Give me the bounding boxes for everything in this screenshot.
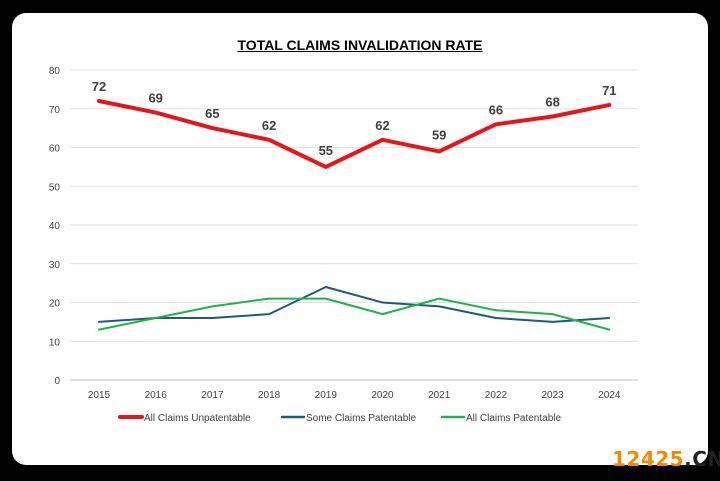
line-chart: 0 10 20 30 40 50 60 70 80 2015 2016 2017 2018 2019 202…: [49, 66, 638, 424]
y-tick-label-50: 50: [49, 182, 61, 193]
series-line-some-claims-patentable: [98, 286, 611, 323]
x-tick-label-2019: 2019: [315, 390, 338, 401]
data-label-all-claims-unpatentable-2023: 68: [545, 95, 559, 110]
x-tick-label-2016: 2016: [145, 390, 168, 401]
y-tick-label-80: 80: [49, 66, 61, 77]
watermark: 12425.CN: [612, 447, 720, 471]
y-tick-label-10: 10: [49, 337, 61, 348]
x-tick-label-2021: 2021: [428, 390, 451, 401]
legend-label-all-claims-patentable: All Claims Patentable: [466, 413, 561, 424]
data-label-all-claims-unpatentable-2016: 69: [148, 91, 162, 106]
chart-panel: TOTAL CLAIMS INVALIDATION RATE 0 10 20 30 40…: [12, 13, 708, 465]
x-tick-label-2017: 2017: [201, 390, 224, 401]
watermark-suffix: .CN: [684, 447, 720, 471]
x-tick-label-2023: 2023: [541, 390, 564, 401]
series-line-all-claims-unpatentable: [97, 99, 612, 169]
x-tick-label-2015: 2015: [88, 390, 111, 401]
series-line-all-claims-patentable: [98, 297, 611, 331]
legend-label-some-claims-patentable: Some Claims Patentable: [306, 413, 416, 424]
chart-title: TOTAL CLAIMS INVALIDATION RATE: [237, 37, 483, 53]
data-label-all-claims-unpatentable-2018: 62: [262, 118, 276, 133]
data-label-all-claims-unpatentable-2015: 72: [92, 79, 106, 94]
y-tick-label-20: 20: [49, 299, 61, 310]
x-tick-label-2020: 2020: [371, 390, 394, 401]
data-label-all-claims-unpatentable-2022: 66: [489, 102, 503, 117]
data-label-all-claims-unpatentable-2017: 65: [205, 106, 219, 121]
watermark-number: 12425: [612, 447, 685, 471]
y-tick-label-40: 40: [49, 221, 61, 232]
x-tick-label-2024: 2024: [598, 390, 621, 401]
x-tick-label-2018: 2018: [258, 390, 281, 401]
data-label-all-claims-unpatentable-2024: 71: [602, 83, 616, 98]
data-label-all-claims-unpatentable-2021: 59: [432, 127, 446, 142]
y-tick-label-30: 30: [49, 260, 61, 271]
data-label-all-claims-unpatentable-2019: 55: [319, 143, 333, 158]
x-tick-label-2022: 2022: [485, 390, 508, 401]
y-tick-label-60: 60: [49, 144, 61, 155]
y-tick-label-70: 70: [49, 105, 61, 116]
data-label-all-claims-unpatentable-2020: 62: [375, 118, 389, 133]
legend-label-all-claims-unpatentable: All Claims Unpatentable: [144, 413, 251, 424]
y-tick-label-0: 0: [54, 376, 60, 387]
